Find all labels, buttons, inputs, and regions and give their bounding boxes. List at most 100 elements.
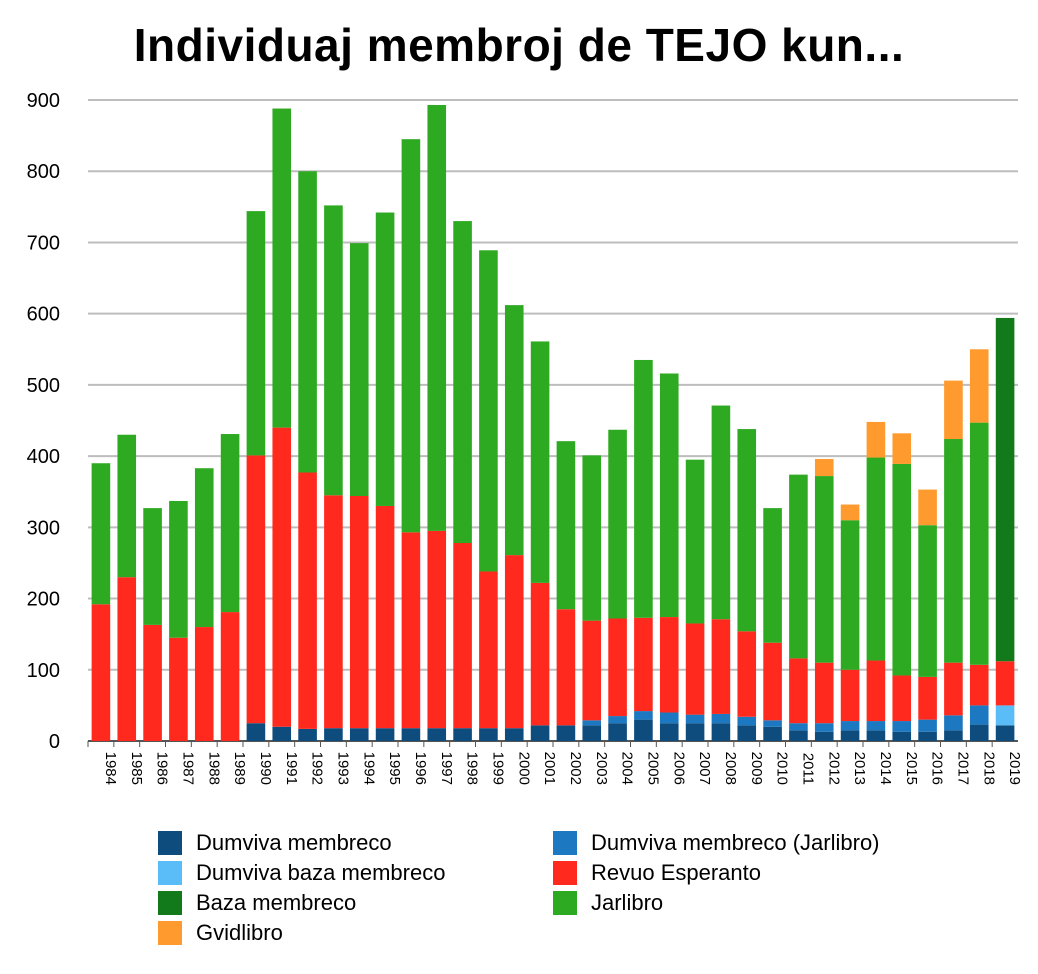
bar-segment — [582, 725, 602, 741]
bar-segment — [711, 723, 731, 741]
bar-segment — [814, 476, 834, 663]
bar-segment — [608, 716, 627, 724]
x-tick-label: 2012 — [825, 752, 842, 785]
legend-swatch — [553, 861, 577, 885]
bar-segment — [659, 712, 679, 724]
bar-segment — [659, 617, 679, 713]
legend-item: Revuo Esperanto — [553, 860, 761, 886]
bar-segment — [737, 725, 757, 741]
y-tick-label: 800 — [27, 161, 60, 183]
bar-segment — [763, 508, 782, 643]
x-tick-label: 2013 — [851, 752, 868, 785]
legend-label: Dumviva baza membreco — [196, 860, 446, 885]
bar-segment — [375, 212, 395, 506]
bar-segment — [892, 721, 912, 732]
x-tick-label: 2018 — [980, 752, 997, 785]
bar-segment — [840, 730, 860, 741]
bar-segment — [375, 505, 395, 729]
bar-segment — [582, 720, 602, 726]
bar-segment — [789, 474, 808, 659]
x-tick-label: 1991 — [283, 752, 300, 785]
x-tick-label: 1995 — [386, 752, 403, 785]
bar-segment — [840, 520, 860, 670]
bar-segment — [608, 723, 627, 741]
bar-segment — [324, 205, 343, 496]
y-tick-label: 900 — [27, 90, 60, 112]
bar-segment — [479, 571, 498, 729]
bar-segment — [892, 731, 912, 741]
bar-segment — [814, 662, 834, 724]
legend-swatch — [553, 891, 577, 915]
bar-segment — [324, 495, 343, 729]
bar-segment — [969, 705, 989, 725]
bar-segment — [479, 250, 498, 572]
bar-segment — [969, 349, 989, 423]
bar-segment — [91, 463, 111, 605]
x-tick-label: 1998 — [464, 752, 481, 785]
bar-segment — [711, 405, 731, 620]
bar-segment — [659, 723, 679, 741]
y-tick-label: 0 — [49, 731, 60, 753]
x-tick-label: 1985 — [128, 752, 145, 785]
bar-segment — [530, 341, 550, 583]
legend-item: Jarlibro — [553, 890, 663, 916]
x-tick-label: 2014 — [877, 752, 894, 785]
gridlines — [88, 99, 1018, 742]
bar-segment — [349, 243, 369, 496]
bar-segment — [814, 723, 834, 732]
x-tick-label: 1996 — [412, 752, 429, 785]
bar-segment — [944, 715, 963, 731]
bar-segment — [453, 728, 472, 741]
bar-segment — [556, 725, 576, 741]
legend-swatch — [158, 891, 182, 915]
bar-segment — [763, 720, 782, 727]
bar-segment — [194, 627, 214, 741]
bar-segment — [866, 660, 886, 722]
bar-segment — [789, 730, 808, 741]
x-tick-label: 2010 — [774, 752, 791, 785]
legend-label: Dumviva membreco (Jarlibro) — [591, 830, 880, 855]
bar-segment — [220, 434, 240, 613]
x-tick-label: 1992 — [309, 752, 326, 785]
bar-segment — [685, 714, 705, 724]
y-axis-ticks: 0 100 200 300 400 500 600 700 800 900 — [27, 90, 60, 753]
bar-segment — [298, 472, 317, 729]
bar-segment — [944, 439, 963, 663]
bar-segment — [737, 631, 757, 717]
bar-segment — [918, 525, 937, 677]
x-tick-label: 2002 — [567, 752, 584, 785]
bar-segment — [117, 434, 137, 578]
bar-segment — [995, 705, 1015, 726]
x-tick-label: 2016 — [929, 752, 946, 785]
x-tick-label: 2017 — [954, 752, 971, 785]
legend-label: Baza membreco — [196, 890, 357, 915]
bar-segment — [634, 617, 653, 712]
bars — [91, 104, 1015, 741]
x-tick-label: 2004 — [619, 752, 636, 785]
bar-segment — [298, 728, 317, 741]
y-tick-label: 100 — [27, 660, 60, 682]
bar-segment — [453, 543, 472, 729]
legend-label: Jarlibro — [591, 890, 664, 915]
bar-segment — [298, 171, 317, 473]
x-tick-label: 2001 — [541, 752, 558, 785]
bar-segment — [685, 623, 705, 715]
bar-segment — [969, 422, 989, 665]
bar-segment — [995, 661, 1015, 706]
bar-segment — [194, 468, 214, 628]
bar-segment — [763, 642, 782, 721]
bar-segment — [995, 725, 1015, 741]
bar-segment — [608, 429, 627, 619]
bar-segment — [659, 373, 679, 618]
legend-item: Dumviva baza membreco — [158, 860, 445, 886]
bar-segment — [401, 139, 421, 533]
x-tick-label: 1988 — [205, 752, 222, 785]
bar-segment — [453, 221, 472, 544]
x-tick-label: 1999 — [489, 752, 506, 785]
bar-segment — [349, 495, 369, 729]
x-tick-label: 2005 — [644, 752, 661, 785]
y-tick-label: 400 — [27, 446, 60, 468]
bar-segment — [944, 380, 963, 440]
bar-segment — [169, 637, 188, 741]
